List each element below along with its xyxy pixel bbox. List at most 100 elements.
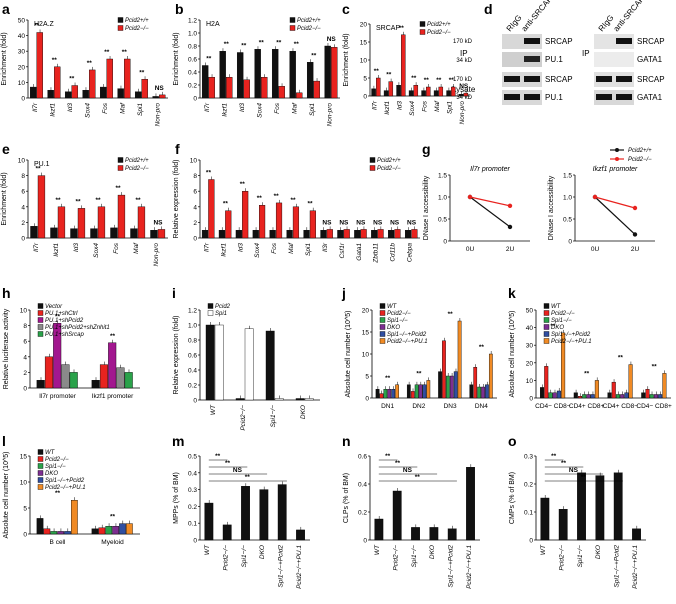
y-tick-label: 10 [526, 378, 534, 385]
legend-label: Pcid2−/−+PU.1 [387, 339, 428, 345]
x-tick-label: DN2 [412, 403, 425, 410]
legend-label: Pcid2+/+ [628, 148, 652, 154]
y-tick-label: 10 [18, 158, 26, 165]
bar [376, 77, 381, 97]
significance-label: ** [95, 197, 101, 204]
legend-label: Spi1−/− [551, 318, 572, 324]
bar [50, 531, 58, 535]
legend-label: Pcid2−/− [628, 157, 652, 163]
bar [413, 84, 419, 97]
legend-label: Pcid2−/− [377, 166, 401, 172]
bar [641, 392, 646, 399]
y-tick-label: 0.3 [524, 454, 533, 461]
bar [91, 528, 99, 535]
bar [463, 92, 469, 97]
bar [473, 367, 478, 399]
x-tick-label: Il7r promoter [39, 393, 77, 400]
bar [269, 229, 276, 239]
chart-c: SRCAP 0 5 10 15 20 Enrichment (fold) ** Il7r ** Ik… [343, 21, 470, 124]
bar [117, 88, 124, 99]
chart-f: 0 2 4 6 8 10 Relative expression (fold) ** Il7r *… [173, 157, 420, 264]
y-axis-label: MPPs (% of BM) [173, 472, 180, 524]
y-tick-label: 0.2 [524, 482, 533, 489]
y-tick-label: 20 [360, 22, 368, 29]
panel-letter-e: e [2, 141, 10, 157]
blot-band [504, 94, 520, 100]
y-tick-label: 10 [20, 308, 28, 315]
significance-label: ** [276, 39, 282, 46]
bar [36, 32, 43, 99]
mw-marker: 34 kD [456, 58, 472, 64]
y-tick-label: 10 [190, 158, 198, 165]
y-tick-label: 8 [193, 173, 197, 180]
blot-band-row [594, 52, 634, 67]
legend-swatch [419, 29, 426, 35]
bar [141, 79, 148, 99]
bar [99, 86, 107, 99]
significance-label: NS [403, 467, 413, 474]
significance-label: NS [339, 219, 349, 226]
legend-label: Pcid2+/+ [125, 158, 149, 164]
bar [433, 90, 439, 97]
blot-band-row [502, 34, 542, 49]
x-tick-label: DKO [429, 545, 436, 559]
bar [395, 384, 399, 399]
mw-marker: 170 kD [453, 39, 473, 45]
chart-i: 0 0.2 0.4 0.6 0.8 1.0 1.2 Relative expression (… [173, 303, 320, 431]
y-tick-label: 0.6 [188, 353, 197, 360]
bar [594, 380, 599, 399]
bar [110, 227, 118, 239]
bar [653, 394, 658, 399]
y-tick-label: 10 [362, 352, 370, 359]
lane-label: RIgG [505, 13, 524, 33]
legend-swatch [207, 310, 214, 316]
series-line [594, 196, 636, 235]
bar [53, 323, 62, 389]
significance-label: ** [87, 60, 93, 67]
bar [401, 34, 406, 97]
bar [408, 90, 414, 97]
significance-label: ** [206, 170, 212, 177]
y-tick-label: 1.0 [188, 323, 197, 330]
chart-title: H2A.Z [34, 21, 55, 28]
bar [411, 229, 418, 239]
x-tick-label: Fos [271, 242, 278, 254]
y-tick-label: 0 [193, 398, 197, 405]
y-axis-label: Absolute cell number (10^5) [509, 311, 516, 398]
data-point [507, 203, 513, 208]
bar [306, 62, 314, 99]
x-tick-label: B cell [50, 539, 66, 546]
bar [242, 190, 249, 239]
x-tick-label: Sox4 [409, 101, 416, 116]
blot-band [504, 76, 520, 82]
legend-swatch [543, 317, 550, 323]
significance-label: ** [122, 49, 128, 56]
y-tick-label: 0.3 [188, 487, 197, 494]
y-tick-label: 1.5 [563, 173, 572, 180]
mw-marker: 34 kD [456, 95, 472, 101]
x-tick-label: WT [374, 544, 381, 555]
legend-swatch [543, 324, 550, 330]
legend-swatch [37, 317, 44, 323]
blot-band [524, 56, 540, 62]
blot-band-row [502, 90, 542, 105]
x-tick-label: Spi1 [309, 103, 316, 116]
significance-label: NS [407, 219, 417, 226]
bar [556, 390, 561, 399]
ip-label: IP [460, 49, 468, 58]
legend-marker [615, 148, 619, 152]
bar [90, 228, 98, 239]
blot-row-label: SRCAP [637, 75, 665, 84]
bar [481, 386, 485, 399]
bar [159, 94, 166, 99]
mw-marker: 170 kD [453, 77, 473, 83]
x-tick-label: DN3 [444, 403, 457, 410]
significance-label: NS [322, 219, 332, 226]
bar [235, 229, 242, 239]
significance-label: ** [479, 344, 485, 351]
legend-swatch [369, 165, 376, 171]
y-tick-label: 0.6 [358, 454, 367, 461]
y-tick-label: 15 [360, 40, 368, 47]
bar [150, 229, 158, 239]
bar [157, 229, 166, 239]
